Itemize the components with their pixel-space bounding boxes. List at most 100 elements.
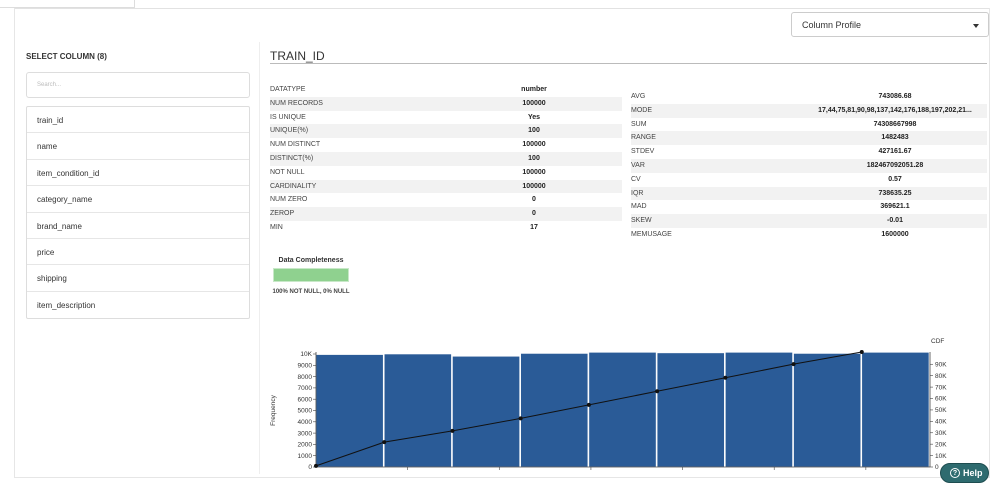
histogram-chart: 0 1000 2000 3000 4000 5000 6000 7000 8000 9000 10K…: [270, 338, 947, 471]
cdf-point: [655, 389, 660, 394]
left-stat-value: number: [521, 86, 547, 93]
right-stat-key: SKEW: [631, 217, 652, 225]
profile-select[interactable]: Column Profile: [791, 12, 989, 37]
left-stat-row: DISTINCT(%) 100: [270, 152, 622, 166]
histogram-bar: [588, 352, 657, 468]
completeness-label: 100% NOT NULL, 0% NULL: [272, 289, 350, 295]
right-stat-key: RANGE: [631, 134, 656, 142]
right-stat-value: 182467092051.28: [866, 162, 924, 169]
title-rule: [270, 63, 987, 64]
left-stat-key: IS UNIQUE: [270, 113, 306, 121]
y-tick-label: 2000: [298, 442, 313, 449]
column-item-price[interactable]: price: [27, 239, 249, 266]
left-stat-row: NUM DISTINCT 100000: [270, 138, 622, 152]
left-stat-row: NUM RECORDS 100000: [270, 96, 622, 111]
cdf-point: [859, 350, 864, 354]
y-tick-label: 5000: [298, 408, 313, 415]
y-tick-label: 6000: [298, 396, 313, 403]
data-completeness: Data Completeness 100% NOT NULL, 0% NULL: [270, 257, 352, 298]
left-stat-key: NUM RECORDS: [270, 99, 323, 107]
right-stat-value: 1482483: [881, 134, 909, 142]
y2-tick-label: 20K: [935, 441, 947, 448]
y-tick-label: 3000: [298, 430, 313, 437]
help-button[interactable]: ? Help: [940, 463, 989, 483]
y-tick-label: 8000: [298, 374, 313, 381]
right-stat-key: MODE: [631, 106, 652, 114]
left-stat-value: 0: [532, 210, 536, 218]
column-item-item-description[interactable]: item_description: [37, 300, 96, 310]
question-icon: ?: [950, 468, 960, 478]
right-stat-row: STDEV 427161.67: [631, 145, 987, 159]
histogram-bar: [452, 355, 520, 468]
left-stat-value: 100000: [522, 141, 546, 149]
right-stat-row: MEMUSAGE 1600000: [631, 228, 987, 242]
histogram-bar: [725, 352, 793, 468]
right-stat-value: 17,44,75,81,90,98,137,142,176,188,197,20…: [818, 106, 972, 114]
right-stat-key: IQR: [631, 189, 644, 197]
y-tick-label: 7000: [298, 385, 313, 392]
column-item-brand-name[interactable]: brand_name: [27, 213, 249, 239]
right-stat-row: SKEW -0.01: [631, 214, 987, 228]
right-stat-key: STDEV: [631, 148, 655, 156]
cdf-point: [314, 463, 318, 468]
completeness-bar: [273, 268, 349, 282]
profile-select-value: Column Profile: [802, 20, 862, 30]
left-stat-row: NOT NULL 100000: [270, 166, 622, 180]
histogram-bar: [656, 352, 725, 468]
left-stat-row: IS UNIQUE Yes: [270, 111, 622, 125]
column-item-item-condition-id[interactable]: item_condition_id: [27, 160, 249, 187]
left-stat-key: NUM ZERO: [270, 196, 308, 204]
right-stat-value: 743086.68: [878, 93, 912, 100]
column-title: TRAIN_ID: [270, 49, 325, 63]
cdf-point: [382, 440, 387, 445]
y-tick-label: 4000: [298, 419, 313, 426]
y-axis-label: Frequency: [270, 394, 277, 425]
right-stat-value: 427161.67: [878, 148, 912, 156]
data-completeness-title: Data Completeness: [278, 257, 344, 264]
left-stat-key: DATATYPE: [270, 86, 306, 93]
content-frame: [14, 8, 990, 478]
right-stat-key: VAR: [631, 162, 645, 169]
help-label: Help: [963, 468, 983, 478]
column-search-input[interactable]: Search...: [26, 72, 250, 98]
top-tab[interactable]: [0, 0, 135, 8]
y2-tick-label: 50K: [935, 407, 947, 414]
right-stat-key: SUM: [631, 120, 647, 128]
cdf-point: [518, 416, 523, 421]
right-stat-value: 369621.1: [880, 203, 910, 211]
select-column-title: SELECT COLUMN (8): [26, 52, 107, 61]
left-stat-value: 100000: [522, 99, 546, 107]
left-stat-value: 17: [530, 224, 538, 231]
y2-tick-label: 80K: [935, 373, 947, 380]
right-stat-value: 0.57: [888, 175, 902, 183]
left-stat-key: CARDINALITY: [270, 182, 317, 190]
left-stat-value: 100000: [522, 168, 546, 176]
column-item-name[interactable]: name: [27, 133, 249, 160]
cdf-point: [450, 428, 455, 433]
left-stat-value: 0: [532, 196, 536, 204]
left-stat-row: ZEROP 0: [270, 207, 622, 221]
left-stat-value: 100: [528, 127, 540, 135]
left-stat-row: UNIQUE(%) 100: [270, 124, 622, 139]
y2-tick-label: 60K: [935, 396, 947, 403]
right-stat-row: MAD 369621.1: [631, 200, 987, 214]
panel-divider: [259, 42, 260, 474]
right-stat-row: AVG 743086.68: [631, 90, 987, 104]
left-stat-value: Yes: [527, 113, 541, 121]
left-stat-key: MIN: [270, 224, 283, 231]
right-stat-value: 74308667998: [873, 120, 917, 128]
histogram-bar: [793, 353, 862, 468]
left-stat-key: NUM DISTINCT: [270, 141, 321, 149]
left-stat-value: 100: [528, 155, 540, 162]
column-item-shipping[interactable]: shipping: [27, 265, 249, 292]
right-stat-key: CV: [631, 175, 641, 183]
right-stat-row: VAR 182467092051.28: [631, 159, 987, 173]
histogram-bar: [383, 353, 452, 468]
column-item-train-id[interactable]: train_id: [27, 107, 249, 134]
right-stat-row: RANGE 1482483: [631, 131, 987, 146]
column-item-category-name[interactable]: category_name: [27, 186, 249, 213]
left-stat-key: UNIQUE(%): [270, 127, 309, 135]
left-stat-row: MIN 17: [270, 221, 622, 235]
histogram-bar: [520, 353, 589, 468]
left-stats-table: DATATYPE number NUM RECORDS 100000 IS UNIQUE…: [270, 83, 622, 243]
